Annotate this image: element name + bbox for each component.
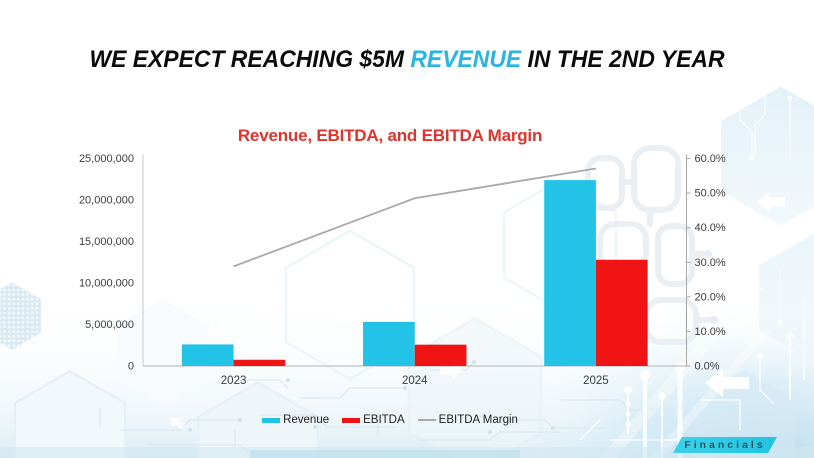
legend-label-ebitda: EBITDA [363, 414, 405, 426]
financials-badge-label: Financials [684, 439, 766, 451]
legend-label-revenue: Revenue [283, 414, 330, 426]
revenue-bar-2025 [544, 180, 596, 366]
left-axis-tick-label: 20,000,000 [79, 195, 134, 207]
arrow-left-plot [333, 309, 359, 327]
right-axis-tick-label: 30.0% [695, 257, 726, 269]
ebitda-bar-2024 [414, 344, 467, 366]
circuit-board-dots [624, 332, 794, 427]
slide-title-suffix: IN THE 2ND YEAR [521, 46, 725, 73]
x-axis-category-label: 2023 [221, 375, 247, 387]
left-axis-tick-label: 10,000,000 [79, 278, 134, 290]
arrow-left-big [705, 369, 749, 397]
legend-item-ebitda: EBITDA [342, 414, 405, 426]
legend-swatch-ebitda-margin [417, 419, 436, 421]
bottom-band-patch [250, 450, 520, 458]
ebitda-bar-2025 [595, 259, 648, 366]
revenue-bar-2024 [363, 322, 415, 366]
x-axis-category-label: 2025 [583, 375, 609, 387]
legend-item-revenue: Revenue [262, 414, 329, 426]
chart-title: Revenue, EBITDA, and EBITDA Margin [237, 126, 543, 145]
legend-label-ebitda-margin: EBITDA Margin [438, 414, 518, 426]
slide-title-highlight: REVENUE [410, 46, 522, 73]
left-axis-tick-label: 15,000,000 [79, 236, 134, 248]
chart-legend: Revenue EBITDA EBITDA Margin [0, 414, 780, 426]
right-axis-tick-label: 0.0% [695, 361, 720, 373]
right-axis-tick-label: 10.0% [695, 326, 726, 338]
legend-swatch-revenue [262, 417, 281, 423]
financials-badge: Financials [673, 437, 777, 453]
right-axis-tick-label: 20.0% [695, 291, 726, 303]
arrow-left-right-side [757, 192, 785, 212]
left-axis-tick-label: 5,000,000 [85, 319, 134, 331]
circuit-dots [188, 360, 555, 434]
slide-title: WE EXPECT REACHING $5M REVENUE IN THE 2N… [18, 46, 795, 74]
right-axis-tick-label: 60.0% [695, 153, 726, 165]
x-axis-category-label: 2024 [402, 375, 428, 387]
left-axis-tick-label: 0 [128, 361, 134, 373]
arrow-right-plot [440, 363, 463, 379]
right-axis-tick-label: 50.0% [695, 188, 726, 200]
legend-item-ebitda-margin: EBITDA Margin [417, 414, 518, 426]
white-traces [739, 70, 791, 320]
revenue-bar-2023 [181, 344, 234, 366]
left-axis-tick-label: 25,000,000 [79, 153, 134, 165]
arrow-small-bottom-left [170, 418, 185, 430]
slide-title-prefix: WE EXPECT REACHING $5M [89, 46, 411, 73]
right-axis-tick-label: 40.0% [695, 222, 726, 234]
legend-swatch-ebitda [342, 417, 361, 423]
ebitda-bar-2023 [233, 359, 286, 366]
light-streaks [600, 330, 772, 458]
ebitda-margin-line [233, 167, 597, 268]
white-trace-dots [737, 65, 793, 325]
